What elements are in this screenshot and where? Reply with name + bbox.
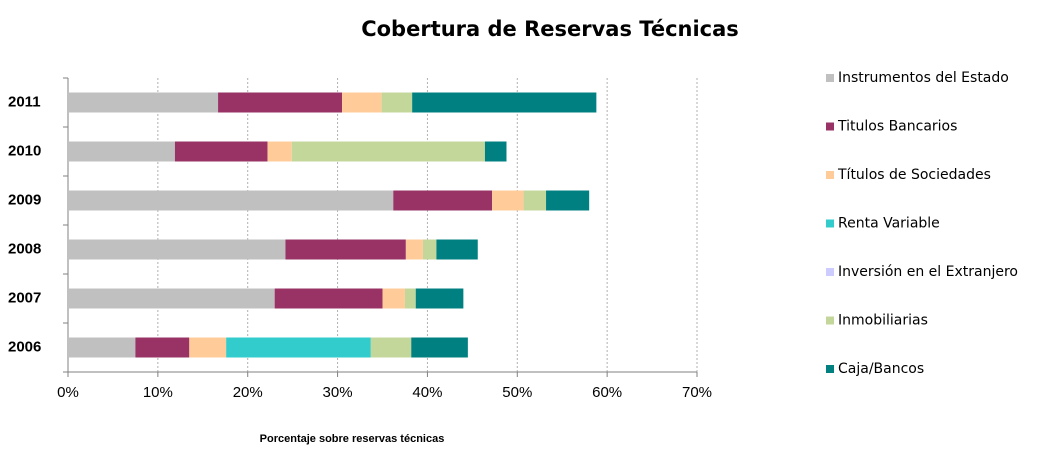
y-tick-label: 2008 [8, 240, 41, 257]
bar-segment [267, 141, 292, 162]
x-tick-label: 50% [502, 384, 532, 401]
bar-segment [189, 337, 227, 358]
legend-swatch [826, 316, 834, 325]
bar-segment [415, 288, 464, 309]
legend-swatch [826, 365, 834, 373]
bar-segment [546, 190, 590, 211]
x-axis-label: Porcentaje sobre reservas técnicas [260, 433, 445, 445]
bar-segment [68, 337, 136, 358]
bar-segment [393, 190, 493, 211]
legend-swatch [826, 122, 834, 131]
legend-swatch [826, 74, 834, 82]
legend-label: Inversión en el Extranjero [838, 264, 1018, 280]
bar-segment [342, 92, 382, 113]
bar-segment [274, 288, 383, 309]
bar-segment [68, 239, 286, 260]
bar-segment [226, 337, 371, 358]
bar-segment [492, 190, 524, 211]
bar-segment [422, 239, 437, 260]
legend-label: Titulos Bancarios [837, 119, 957, 135]
y-tick-label: 2007 [8, 289, 41, 306]
bar-segment [412, 92, 597, 113]
bar-segment [68, 141, 175, 162]
legend-label: Inmobiliarias [838, 313, 928, 329]
x-tick-label: 40% [412, 384, 442, 401]
legend-swatch [826, 268, 834, 276]
bar-segment [411, 337, 468, 358]
bar-segment [405, 239, 423, 260]
bar-segment [381, 92, 413, 113]
bar-segment [436, 239, 478, 260]
x-tick-label: 10% [143, 384, 173, 401]
bar-segment [523, 190, 547, 211]
legend-label: Títulos de Sociedades [837, 167, 991, 183]
x-tick-label: 30% [323, 384, 353, 401]
bar-segment [218, 92, 343, 113]
bar-segment [68, 190, 394, 211]
bar-segment [68, 92, 219, 113]
bar-segment [404, 288, 416, 309]
bar-segment [382, 288, 405, 309]
bar-segment [370, 337, 412, 358]
bar-segment [174, 141, 268, 162]
legend-label: Caja/Bancos [838, 361, 924, 377]
x-tick-label: 20% [233, 384, 263, 401]
bar-segment [285, 239, 406, 260]
y-tick-label: 2010 [8, 142, 41, 159]
bar-segment [68, 288, 275, 309]
bar-segment [291, 141, 485, 162]
bar-segment [484, 141, 507, 162]
legend-swatch [826, 171, 834, 179]
x-tick-label: 70% [682, 384, 712, 401]
y-tick-label: 2011 [8, 93, 41, 110]
legend-label: Instrumentos del Estado [838, 70, 1009, 86]
x-tick-label: 60% [592, 384, 622, 401]
chart-title: Cobertura de Reservas Técnicas [361, 17, 739, 41]
legend-swatch [826, 219, 834, 228]
y-tick-label: 2006 [8, 338, 41, 355]
x-tick-label: 0% [57, 384, 79, 401]
y-tick-label: 2009 [8, 191, 41, 208]
legend-label: Renta Variable [838, 216, 940, 232]
bar-segment [135, 337, 190, 358]
